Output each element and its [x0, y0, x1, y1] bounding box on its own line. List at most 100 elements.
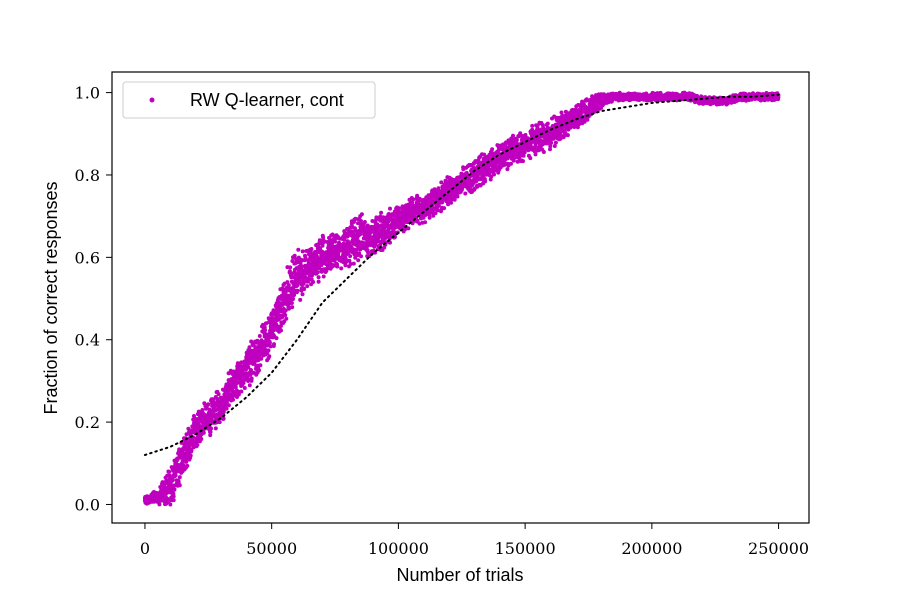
scatter-point	[489, 174, 494, 179]
scatter-point	[351, 247, 356, 252]
scatter-point	[347, 258, 352, 263]
scatter-point	[303, 255, 308, 260]
scatter-point	[528, 156, 533, 161]
scatter-point	[406, 226, 411, 231]
y-tick-label: 0.2	[75, 413, 100, 432]
scatter-point	[548, 144, 553, 149]
scatter-point	[292, 253, 297, 258]
scatter-point	[321, 274, 326, 279]
scatter-point	[289, 301, 294, 305]
scatter-point	[188, 453, 193, 458]
scatter-point	[541, 150, 546, 154]
scatter-point	[436, 186, 441, 191]
scatter-point	[268, 344, 273, 349]
y-tick-label: 0.0	[75, 495, 100, 514]
scatter-point	[344, 258, 349, 263]
scatter-point	[201, 430, 206, 435]
scatter-point	[423, 220, 428, 225]
scatter-point	[343, 263, 348, 268]
scatter-point	[290, 305, 295, 310]
scatter-point	[378, 214, 383, 219]
scatter-point	[359, 254, 363, 259]
scatter-point	[315, 270, 320, 275]
scatter-point	[267, 340, 272, 345]
scatter-point	[213, 402, 218, 407]
scatter-point	[286, 283, 291, 288]
y-tick-label: 0.6	[75, 248, 100, 267]
x-axis-label: Number of trials	[396, 565, 523, 585]
scatter-point	[431, 213, 436, 218]
scatter-point	[236, 392, 241, 397]
scatter-point	[247, 383, 252, 388]
scatter-point	[357, 251, 362, 256]
scatter-point	[397, 206, 402, 211]
scatter-point	[168, 502, 173, 507]
scatter-point	[342, 237, 347, 242]
legend-marker	[149, 97, 155, 103]
scatter-point	[208, 433, 213, 438]
scatter-point	[298, 276, 302, 281]
scatter-point	[585, 117, 590, 122]
scatter-point	[375, 239, 380, 244]
scatter-point	[401, 221, 406, 226]
scatter-point	[440, 200, 445, 205]
scatter-point	[213, 426, 218, 431]
fit-line	[143, 93, 780, 456]
scatter-point	[208, 430, 213, 434]
scatter-layer	[142, 90, 781, 507]
scatter-point	[283, 313, 288, 318]
scatter-point	[366, 250, 370, 255]
scatter-point	[411, 197, 416, 202]
scatter-point	[279, 328, 283, 333]
x-tick-label: 150000	[495, 539, 556, 558]
scatter-point	[217, 420, 222, 425]
scatter-point	[321, 235, 326, 240]
scatter-point	[288, 265, 293, 270]
scatter-point	[449, 200, 454, 205]
scatter-point	[167, 498, 172, 503]
scatter-point	[221, 409, 226, 414]
scatter-point	[410, 200, 415, 205]
scatter-point	[311, 280, 316, 284]
scatter-point	[348, 254, 353, 259]
scatter-point	[176, 480, 181, 485]
scatter-point	[511, 158, 516, 163]
scatter-point	[279, 323, 283, 328]
scatter-point	[241, 380, 246, 385]
scatter-point	[295, 288, 300, 293]
legend: RW Q-learner, cont	[122, 81, 376, 119]
scatter-point	[239, 389, 244, 394]
scatter-point	[530, 123, 535, 128]
scatter-point	[348, 262, 353, 266]
scatter-point	[545, 121, 550, 126]
scatter-point	[177, 483, 182, 488]
y-tick-label: 0.4	[75, 331, 100, 350]
scatter-point	[267, 354, 272, 359]
scatter-point	[233, 385, 238, 390]
scatter-point	[184, 459, 189, 464]
scatter-point	[439, 180, 444, 185]
scatter-point	[442, 206, 447, 211]
x-tick-label: 200000	[621, 539, 682, 558]
scatter-point	[226, 403, 231, 408]
scatter-point	[521, 153, 526, 158]
x-axis-ticks: 0 50000 100000 150000 200000 250000	[140, 523, 809, 558]
scatter-point	[471, 165, 476, 170]
scatter-point	[173, 473, 178, 478]
scatter-point	[171, 468, 176, 473]
scatter-point	[559, 110, 564, 115]
scatter-point	[339, 266, 344, 271]
scatter-point	[776, 95, 781, 100]
scatter-point	[356, 258, 361, 263]
scatter-point	[298, 297, 303, 302]
scatter-point	[353, 255, 358, 260]
y-axis-label: Fraction of correct responses	[41, 181, 61, 414]
scatter-point	[198, 410, 203, 415]
y-tick-label: 0.8	[75, 166, 100, 185]
scatter-point	[388, 240, 392, 245]
scatter-point	[170, 478, 175, 483]
scatter-point	[335, 264, 340, 269]
scatter-point	[492, 172, 496, 177]
scatter-point	[285, 280, 290, 285]
scatter-point	[284, 316, 289, 321]
